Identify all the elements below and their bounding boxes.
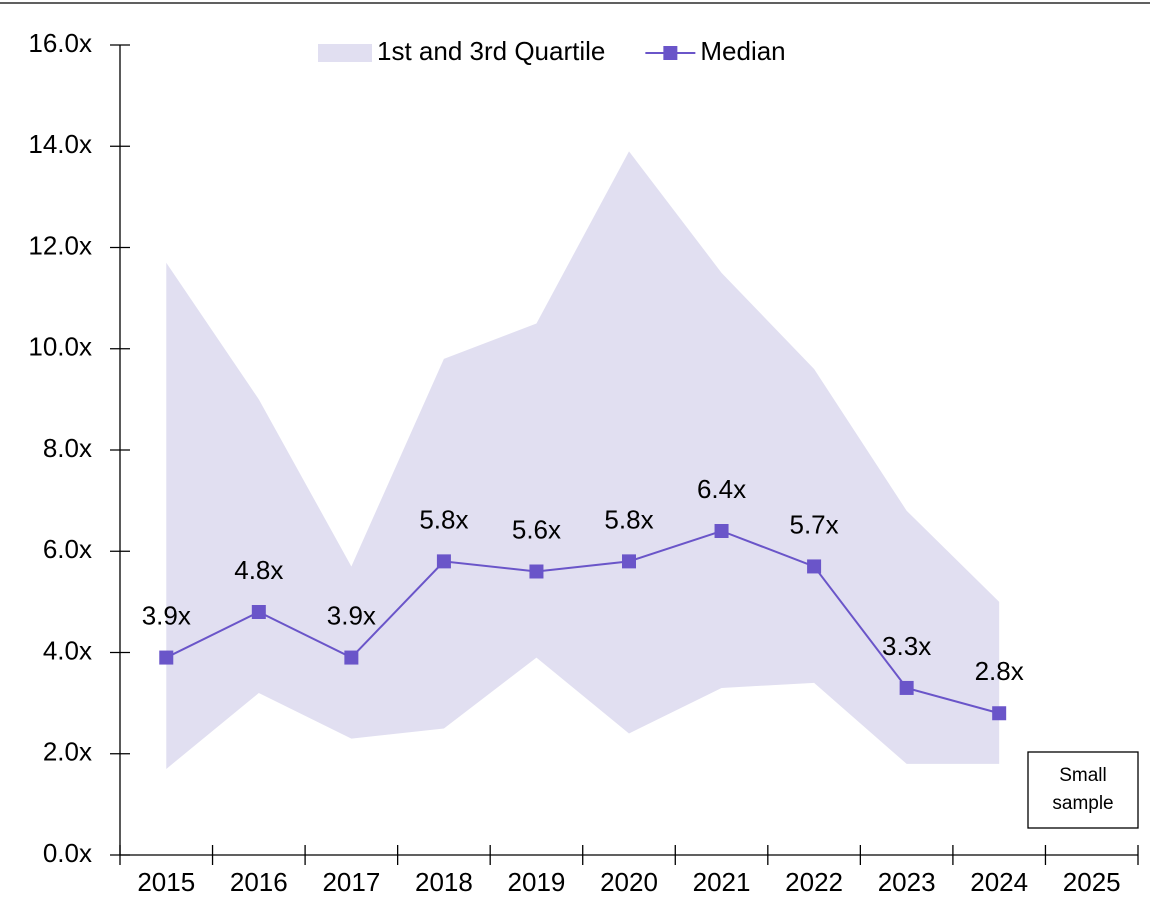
data-label: 5.7x: [790, 509, 839, 539]
median-marker: [344, 650, 359, 665]
x-tick-label: 2016: [230, 867, 288, 897]
median-marker: [529, 564, 544, 579]
x-tick-label: 2022: [785, 867, 843, 897]
median-line: [165, 529, 1000, 715]
annotation-box: [1027, 751, 1139, 829]
y-tick-label: 12.0x: [28, 230, 92, 260]
legend-swatch: [318, 44, 372, 62]
y-tick-label: 0.0x: [43, 838, 92, 868]
y-tick-label: 2.0x: [43, 737, 92, 767]
median-marker: [992, 706, 1007, 721]
data-label: 3.3x: [882, 631, 931, 661]
data-label: 4.8x: [234, 555, 283, 585]
y-tick-label: 6.0x: [43, 534, 92, 564]
y-tick-label: 10.0x: [28, 332, 92, 362]
median-marker: [622, 554, 636, 569]
median-marker: [899, 680, 914, 695]
median-marker: [807, 559, 822, 574]
x-tick-label: 2021: [693, 867, 751, 897]
y-tick-label: 4.0x: [43, 635, 92, 665]
legend-label: Median: [700, 36, 785, 66]
median-marker: [714, 524, 729, 538]
x-tick-label: 2024: [970, 867, 1028, 897]
legend-label: 1st and 3rd Quartile: [377, 36, 605, 66]
data-label: 3.9x: [142, 600, 191, 630]
x-tick-label: 2017: [322, 867, 380, 897]
y-tick-label: 14.0x: [28, 129, 92, 159]
x-tick-label: 2020: [600, 867, 658, 897]
median-marker: [159, 650, 174, 665]
median-marker: [251, 605, 266, 619]
data-label: 5.6x: [512, 514, 561, 544]
data-label: 5.8x: [604, 504, 653, 534]
x-tick-label: 2019: [508, 867, 566, 897]
data-label: 3.9x: [327, 600, 376, 630]
data-label: 5.8x: [419, 504, 468, 534]
quartile-band: [166, 151, 1000, 769]
annotation: Small: [1059, 765, 1107, 786]
x-tick-label: 2018: [415, 867, 473, 897]
annotation: sample: [1052, 793, 1113, 814]
x-tick-label: 2023: [878, 867, 936, 897]
x-tick-label: 2025: [1063, 867, 1121, 897]
data-label: 2.8x: [975, 656, 1024, 686]
median-marker: [436, 554, 451, 569]
legend-marker: [663, 46, 678, 60]
x-tick-label: 2015: [137, 867, 195, 897]
y-tick-label: 8.0x: [43, 433, 92, 463]
data-label: 6.4x: [697, 474, 746, 504]
y-tick-label: 16.0x: [28, 28, 92, 58]
